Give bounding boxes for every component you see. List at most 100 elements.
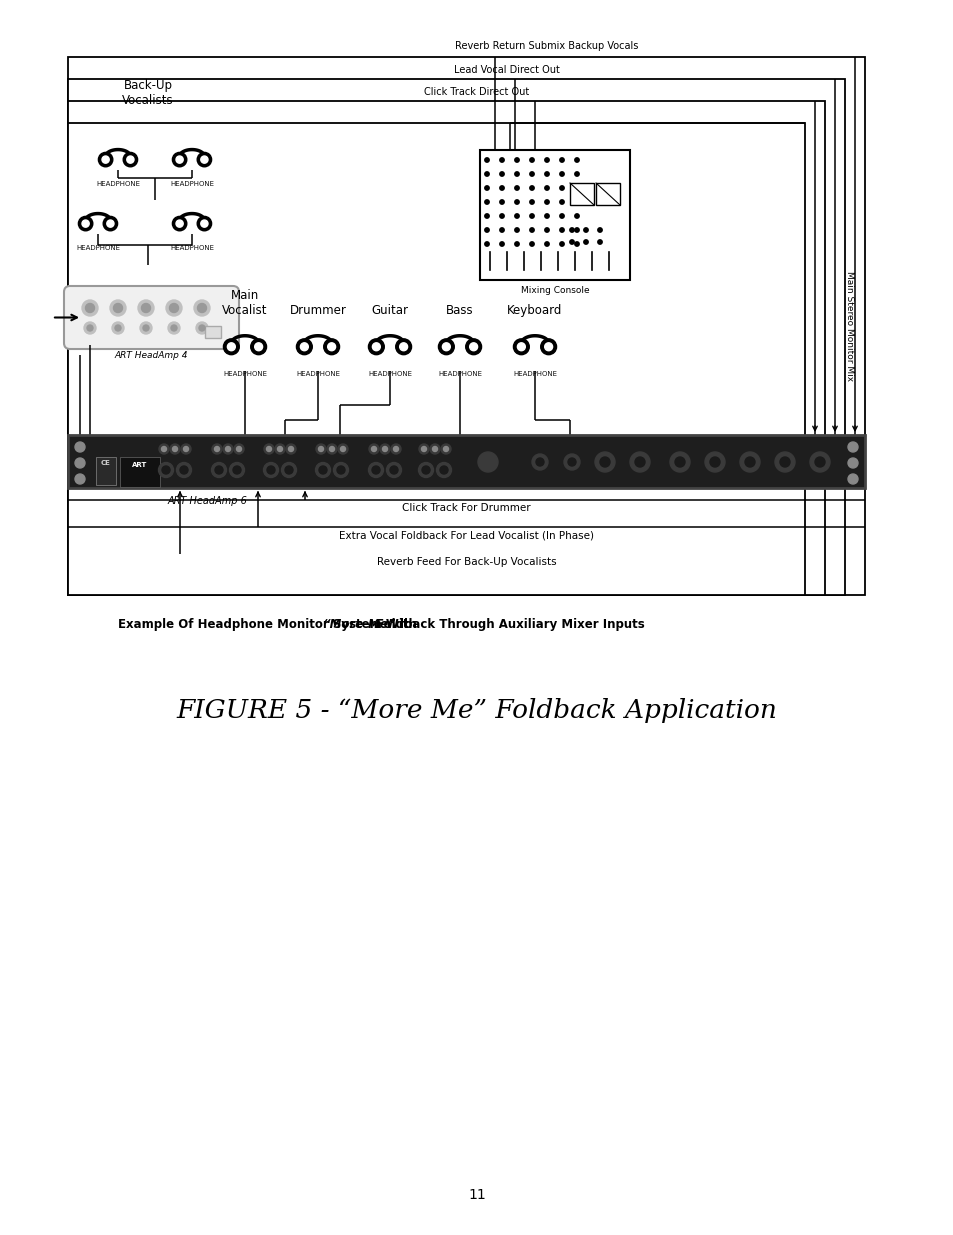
Circle shape	[368, 462, 383, 478]
Circle shape	[399, 343, 407, 351]
Circle shape	[87, 325, 92, 331]
Circle shape	[113, 304, 122, 312]
Text: HEADPHONE: HEADPHONE	[170, 182, 213, 186]
Circle shape	[443, 447, 448, 452]
Circle shape	[327, 343, 335, 351]
Circle shape	[197, 152, 212, 167]
Circle shape	[286, 445, 295, 454]
Circle shape	[391, 445, 400, 454]
Circle shape	[532, 454, 547, 471]
Text: Back-Up
Vocalists: Back-Up Vocalists	[122, 79, 173, 107]
Circle shape	[559, 172, 563, 177]
Circle shape	[227, 343, 235, 351]
Circle shape	[529, 214, 534, 219]
Circle shape	[372, 466, 379, 474]
Circle shape	[544, 200, 549, 204]
Circle shape	[86, 304, 94, 312]
Circle shape	[515, 185, 518, 190]
Circle shape	[575, 185, 578, 190]
Circle shape	[236, 447, 241, 452]
Circle shape	[193, 300, 210, 316]
Circle shape	[181, 445, 191, 454]
Circle shape	[529, 172, 534, 177]
Circle shape	[540, 338, 556, 354]
Circle shape	[254, 343, 262, 351]
Circle shape	[199, 325, 205, 331]
Circle shape	[315, 462, 330, 478]
Circle shape	[432, 447, 437, 452]
Text: Guitar: Guitar	[371, 304, 408, 317]
Text: ART HeadAmp 4: ART HeadAmp 4	[114, 351, 188, 359]
Bar	[68, 435, 864, 488]
Circle shape	[170, 304, 178, 312]
Circle shape	[536, 458, 543, 466]
Circle shape	[477, 452, 497, 472]
Circle shape	[300, 343, 308, 351]
Bar	[68, 101, 824, 595]
Circle shape	[158, 462, 173, 478]
Circle shape	[183, 447, 189, 452]
Circle shape	[484, 158, 489, 162]
Circle shape	[315, 445, 326, 454]
Text: Mixing Console: Mixing Console	[520, 287, 589, 295]
Circle shape	[172, 216, 187, 231]
Circle shape	[599, 457, 609, 467]
Circle shape	[544, 158, 549, 162]
Circle shape	[499, 200, 504, 204]
Circle shape	[200, 220, 208, 227]
Circle shape	[529, 200, 534, 204]
Circle shape	[513, 338, 529, 354]
Circle shape	[515, 227, 518, 232]
Circle shape	[251, 338, 266, 354]
Circle shape	[465, 338, 481, 354]
Text: HEADPHONE: HEADPHONE	[223, 370, 267, 377]
Text: Click Track Direct Out: Click Track Direct Out	[423, 86, 529, 98]
Circle shape	[172, 152, 187, 167]
Circle shape	[267, 466, 274, 474]
Circle shape	[266, 447, 272, 452]
Circle shape	[75, 474, 85, 484]
Circle shape	[484, 200, 489, 204]
Text: “More-Me”: “More-Me”	[323, 618, 396, 631]
Circle shape	[168, 322, 180, 333]
Circle shape	[436, 462, 451, 478]
Circle shape	[484, 172, 489, 177]
Circle shape	[515, 172, 518, 177]
Circle shape	[82, 300, 98, 316]
Circle shape	[847, 474, 857, 484]
Text: Keyboard: Keyboard	[507, 304, 562, 317]
Circle shape	[563, 454, 579, 471]
Circle shape	[281, 462, 296, 478]
Text: Example Of Headphone Monitor System With: Example Of Headphone Monitor System With	[118, 618, 420, 631]
Text: FIGURE 5 - “More Me” Foldback Application: FIGURE 5 - “More Me” Foldback Applicatio…	[176, 698, 777, 722]
Circle shape	[575, 214, 578, 219]
Circle shape	[515, 214, 518, 219]
Circle shape	[329, 447, 335, 452]
Circle shape	[809, 452, 829, 472]
Bar	[68, 435, 864, 488]
Text: HEADPHONE: HEADPHONE	[513, 370, 557, 377]
Circle shape	[515, 158, 518, 162]
Circle shape	[529, 227, 534, 232]
Circle shape	[264, 445, 274, 454]
Circle shape	[336, 466, 345, 474]
Circle shape	[395, 338, 411, 354]
Circle shape	[544, 172, 549, 177]
Circle shape	[544, 227, 549, 232]
Text: Main Stereo Monitor Mix: Main Stereo Monitor Mix	[844, 270, 854, 382]
Circle shape	[318, 466, 327, 474]
Circle shape	[780, 457, 789, 467]
Circle shape	[544, 242, 549, 246]
Text: Lead Vocal Direct Out: Lead Vocal Direct Out	[453, 65, 558, 75]
Circle shape	[107, 220, 113, 227]
Circle shape	[499, 227, 504, 232]
Circle shape	[172, 447, 177, 452]
Circle shape	[499, 214, 504, 219]
Text: Foldback Through Auxiliary Mixer Inputs: Foldback Through Auxiliary Mixer Inputs	[372, 618, 644, 631]
Circle shape	[200, 156, 208, 163]
Circle shape	[438, 338, 454, 354]
Bar	[120, 457, 160, 487]
Circle shape	[379, 445, 390, 454]
Circle shape	[368, 338, 384, 354]
Circle shape	[170, 445, 180, 454]
